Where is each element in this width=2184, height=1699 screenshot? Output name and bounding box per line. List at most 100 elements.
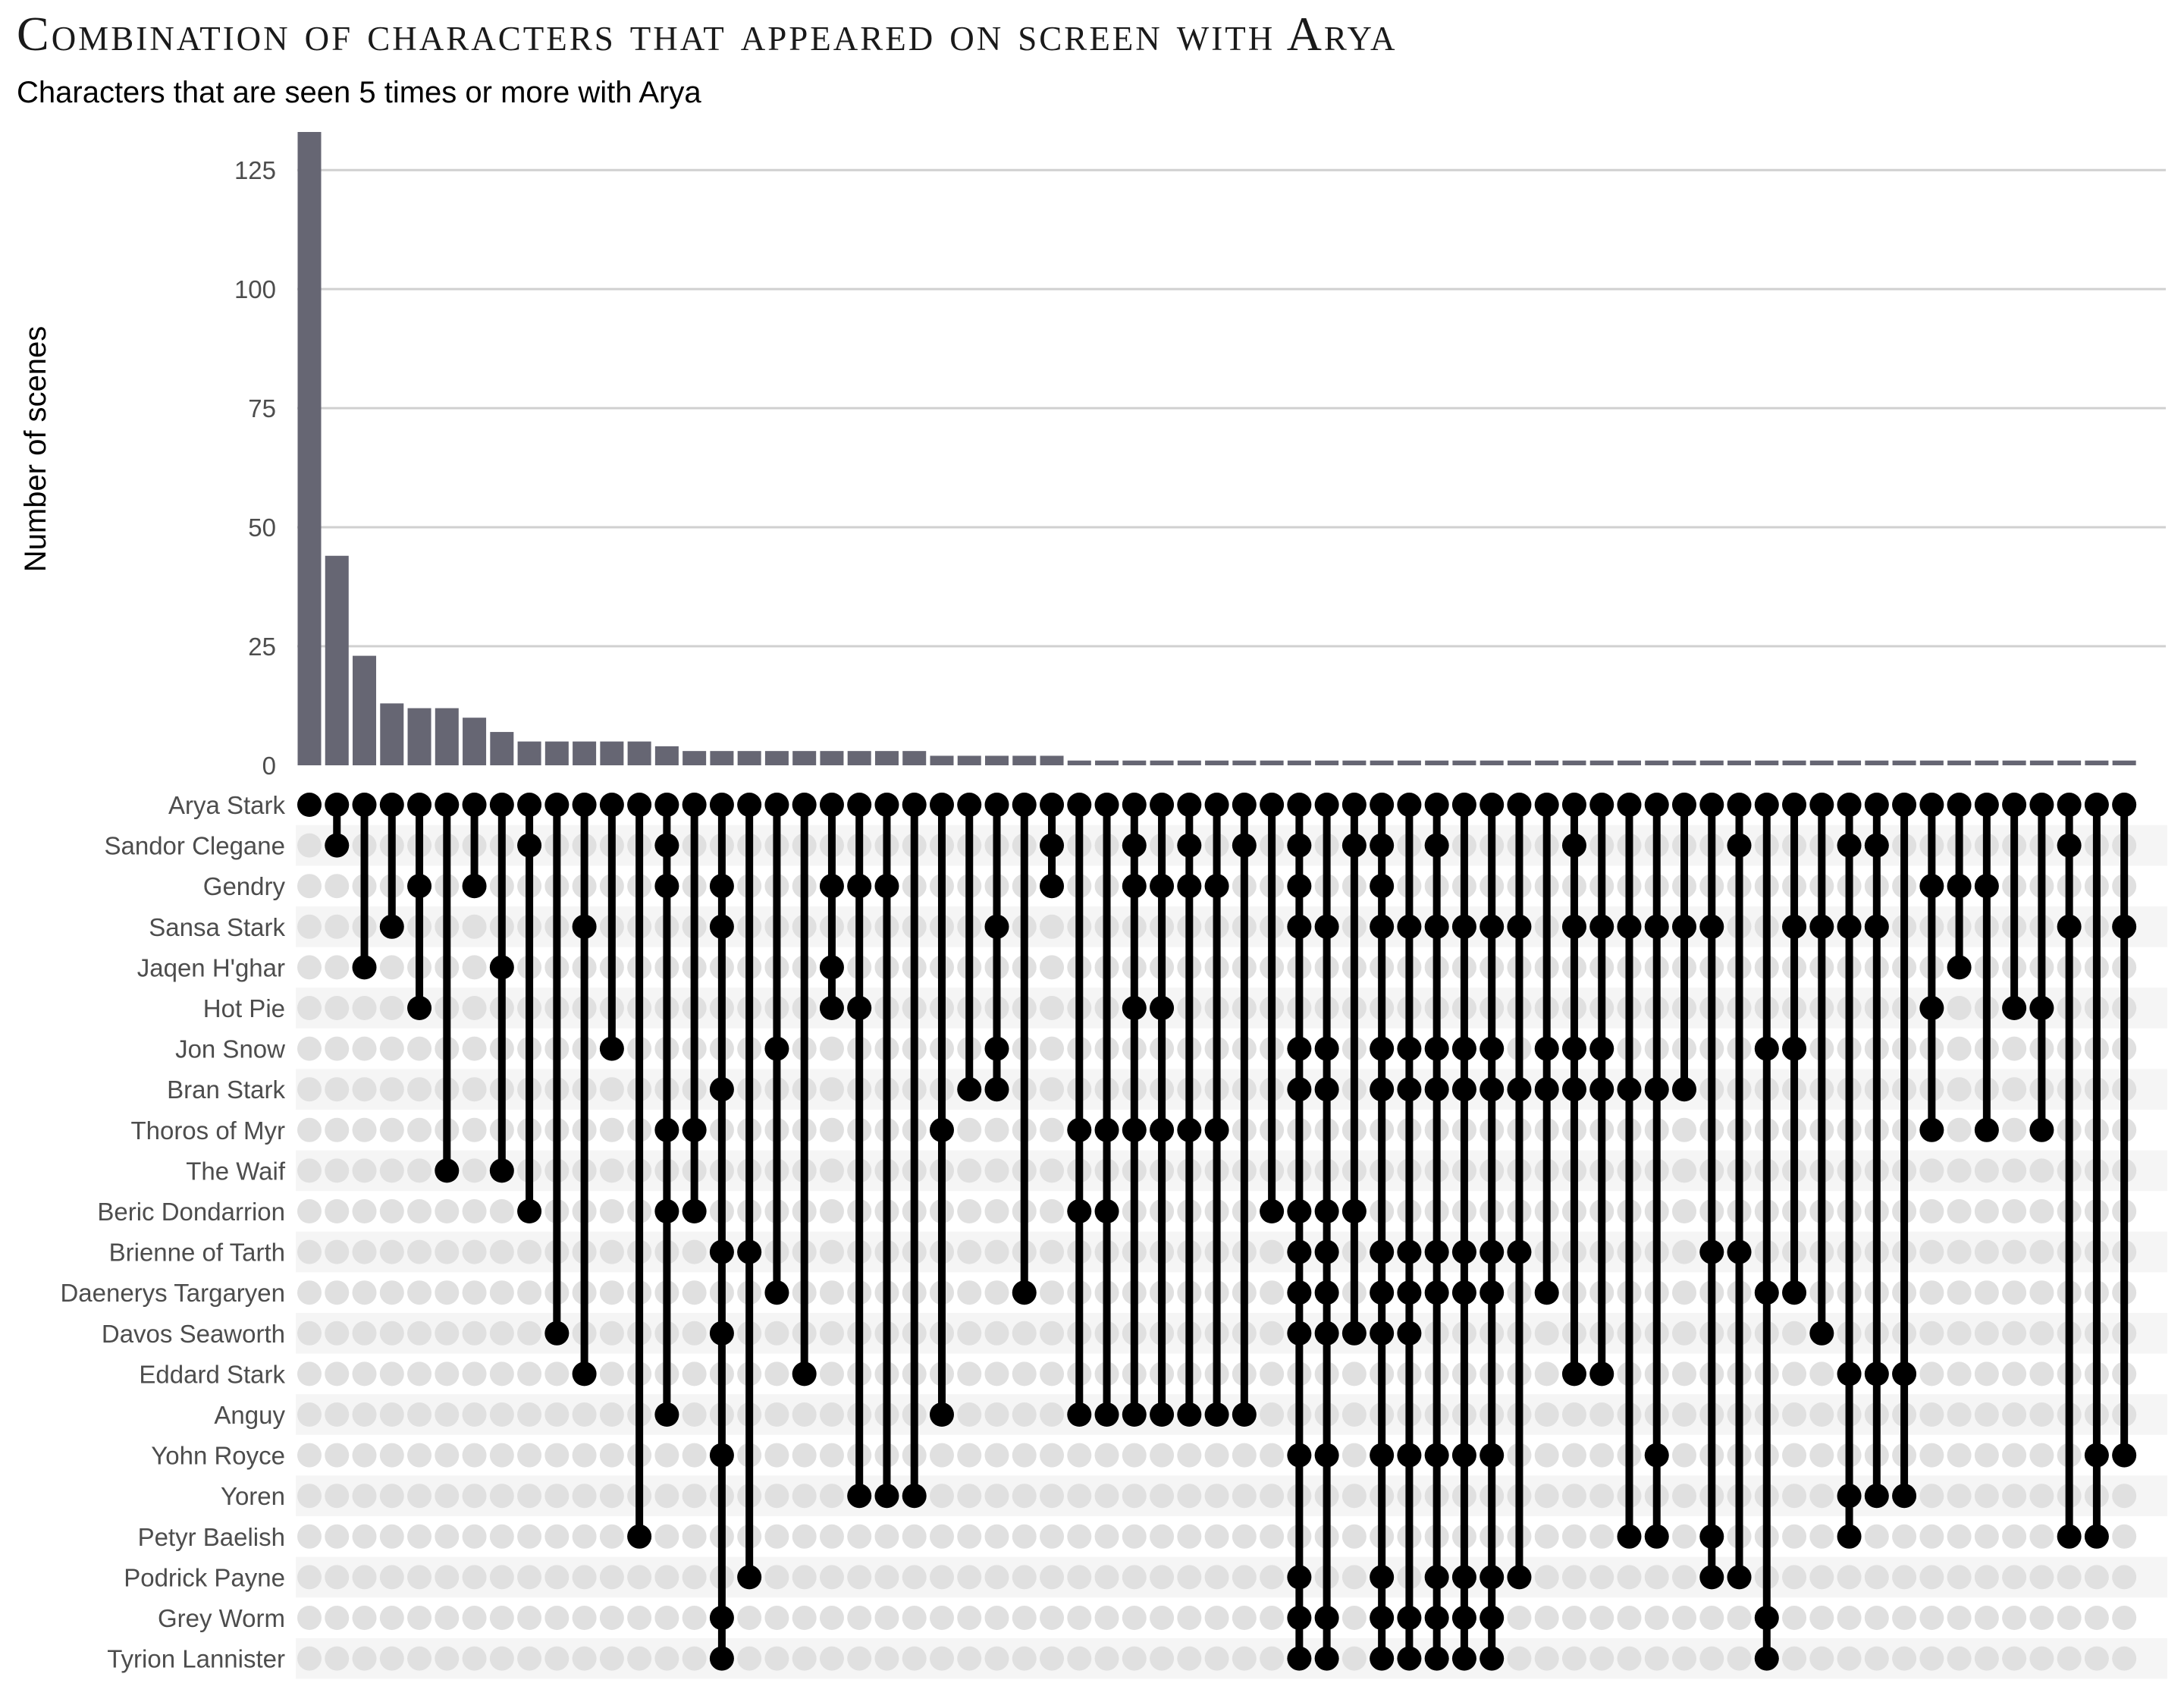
matrix-dot-inactive [435,1199,460,1223]
set-label: Jon Snow [175,1035,285,1063]
intersection-bar [764,751,789,765]
matrix-dot-inactive [1974,1484,1999,1509]
matrix-column [1699,793,1724,1590]
matrix-dot-inactive [902,1606,927,1630]
matrix-dot-active [1370,793,1395,817]
matrix-dot-inactive [517,1280,542,1305]
matrix-dot-inactive [1341,1646,1367,1671]
matrix-dot-inactive [1617,1606,1642,1630]
matrix-dot-inactive [1150,1524,1175,1549]
matrix-dot-inactive [544,1402,570,1427]
matrix-dot-inactive [325,1565,350,1590]
matrix-dot-active [2057,793,2082,817]
matrix-dot-inactive [1947,1036,1972,1061]
matrix-dot-inactive [1040,914,1065,939]
matrix-dot-inactive [627,1646,652,1671]
matrix-dot-inactive [984,1606,1009,1630]
matrix-dot-inactive [489,1443,514,1468]
matrix-dot-inactive [1067,1606,1092,1630]
intersection-bar [1672,760,1696,765]
matrix-dot-inactive [572,1402,597,1427]
matrix-dot-inactive [1341,1484,1367,1509]
matrix-dot-inactive [874,1606,899,1630]
matrix-dot-inactive [325,1443,350,1468]
set-label: Yoren [221,1482,285,1510]
matrix-dot-active [682,1117,707,1142]
matrix-dot-active [1864,793,1889,817]
matrix-dot-inactive [1204,1524,1229,1549]
matrix-dot-inactive [1534,1606,1559,1630]
matrix-dot-active [819,793,844,817]
matrix-dot-inactive [819,1158,844,1183]
matrix-dot-active [352,955,377,980]
matrix-dot-inactive [572,1646,597,1671]
intersection-bar [627,741,651,765]
matrix-dot-active [1012,793,1037,817]
matrix-dot-inactive [2057,1565,2082,1590]
matrix-dot-active [1974,793,1999,817]
matrix-column [1012,793,1037,1305]
matrix-dot-inactive [682,1524,707,1549]
matrix-dot-inactive [2002,1158,2027,1183]
matrix-dot-active [874,793,899,817]
matrix-dot-inactive [984,1646,1009,1671]
matrix-dot-active [764,793,789,817]
intersection-bar [1122,760,1147,765]
matrix-dot-inactive [1341,1402,1367,1427]
matrix-dot-inactive [2002,1565,2027,1590]
set-label: Thoros of Myr [130,1116,285,1145]
matrix-dot-active [1837,793,1862,817]
matrix-dot-inactive [1699,1646,1724,1671]
matrix-dot-active [1424,1606,1449,1630]
matrix-dot-active [2029,996,2054,1020]
matrix-dot-inactive [1040,1280,1065,1305]
matrix-dot-inactive [599,1606,624,1630]
matrix-dot-inactive [379,1199,404,1223]
matrix-dot-inactive [957,1199,982,1223]
matrix-column [2029,793,2054,1142]
matrix-dot-inactive [1672,1321,1696,1346]
matrix-dot-inactive [957,1606,982,1630]
matrix-dot-inactive [1947,1117,1972,1142]
matrix-dot-inactive [2112,1565,2137,1590]
matrix-dot-inactive [517,1524,542,1549]
matrix-dot-inactive [1232,1606,1257,1630]
matrix-dot-active [1699,914,1724,939]
matrix-dot-inactive [1919,1484,1944,1509]
matrix-column [1314,793,1339,1671]
matrix-dot-inactive [1782,1484,1807,1509]
matrix-dot-active [2084,793,2109,817]
intersection-bar [600,741,624,765]
matrix-dot-inactive [1672,1484,1696,1509]
matrix-dot-inactive [1947,1077,1972,1102]
matrix-dot-active [654,793,679,817]
matrix-dot-inactive [1672,1524,1696,1549]
matrix-dot-inactive [1974,1402,1999,1427]
matrix-dot-active [1451,1646,1476,1671]
matrix-dot-inactive [847,1565,872,1590]
matrix-dot-inactive [1864,1565,1889,1590]
matrix-dot-active [1644,914,1669,939]
matrix-dot-active [792,1361,817,1387]
matrix-dot-inactive [1617,1646,1642,1671]
matrix-dot-active [984,793,1009,817]
intersection-bar [1727,760,1752,765]
matrix-dot-active [1370,833,1395,858]
matrix-dot-inactive [2084,1606,2109,1630]
matrix-dot-inactive [1919,1606,1944,1630]
matrix-dot-inactive [1672,1565,1696,1590]
matrix-dot-inactive [1040,1402,1065,1427]
matrix-dot-inactive [352,1606,377,1630]
matrix-dot-active [325,793,350,817]
matrix-dot-inactive [544,1606,570,1630]
matrix-dot-active [1370,1036,1395,1061]
matrix-dot-inactive [1589,1443,1614,1468]
matrix-dot-inactive [1864,1606,1889,1630]
matrix-dot-active [1451,1280,1476,1305]
matrix-dot-inactive [654,1606,679,1630]
matrix-dot-inactive [1534,1443,1559,1468]
matrix-dot-inactive [325,874,350,899]
matrix-dot-inactive [1589,1606,1614,1630]
matrix-dot-inactive [764,1606,789,1630]
matrix-dot-inactive [764,1402,789,1427]
